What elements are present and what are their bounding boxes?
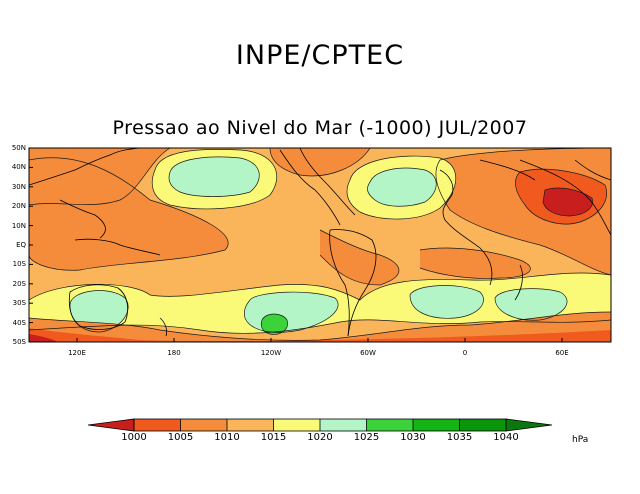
colorbar-tick-label: 1000 xyxy=(121,432,147,443)
lat-label: 50S xyxy=(12,338,26,346)
map-title: Pressao ao Nivel do Mar (-1000) JUL/2007 xyxy=(112,117,528,139)
lon-label: 0 xyxy=(462,349,468,357)
lon-label: 60E xyxy=(555,349,569,357)
colorbar-tick-label: 1015 xyxy=(260,432,287,443)
coastlines xyxy=(29,148,611,337)
contour-lines xyxy=(29,148,611,341)
lon-label: 120W xyxy=(260,349,282,357)
lon-label: 60W xyxy=(360,349,376,357)
colorbar-tick-label: 1035 xyxy=(446,432,473,443)
axis-ticks xyxy=(29,147,563,343)
pressure-field xyxy=(29,148,611,342)
field-low-north-pacific xyxy=(270,148,370,176)
colorbar-swatch-1020-1025 xyxy=(320,419,367,431)
colorbar-swatch-1010-1015 xyxy=(227,419,274,431)
lat-label: 20N xyxy=(11,202,26,210)
lat-label: 40N xyxy=(11,163,26,171)
field-high-indian-ocean xyxy=(495,288,568,321)
colorbar-tick-label: 1010 xyxy=(214,432,240,443)
colorbar-tick-label: 1040 xyxy=(493,432,519,443)
field-high-north-pacific-core xyxy=(169,156,260,197)
page-title: INPE/CPTEC xyxy=(235,40,405,71)
colorbar-swatch-1015-1020 xyxy=(273,419,320,431)
colorbar-swatch-1030-1035 xyxy=(413,419,460,431)
colorbar-left-arrow xyxy=(88,419,134,431)
colorbar-tick-label: 1030 xyxy=(400,432,426,443)
colorbar-right-arrow xyxy=(506,419,552,431)
field-high-south-pacific-core xyxy=(261,314,288,335)
lat-label: 10S xyxy=(12,260,26,268)
lat-label: 50N xyxy=(11,144,26,152)
colorbar-swatch-1000-1005 xyxy=(134,419,181,431)
colorbar xyxy=(87,418,553,432)
lat-label: EQ xyxy=(16,241,26,249)
colorbar-tick-label: 1005 xyxy=(167,432,194,443)
field-high-azores-core xyxy=(367,168,437,207)
field-south-corner xyxy=(29,334,58,342)
field-low-south-america xyxy=(320,230,399,285)
field-south-edge xyxy=(29,312,611,342)
field-low-core xyxy=(543,187,593,216)
colorbar-tick-label: 1020 xyxy=(307,432,333,443)
field-low-central-africa xyxy=(420,248,531,279)
lon-label: 120E xyxy=(68,349,86,357)
colorbar-swatch-1025-1030 xyxy=(366,419,413,431)
lat-label: 30N xyxy=(11,183,26,191)
field-low-asia xyxy=(29,148,170,205)
colorbar-tick-label: 1025 xyxy=(353,432,380,443)
units-label: hPa xyxy=(572,435,589,445)
lat-label: 30S xyxy=(12,299,26,307)
colorbar-swatch-1005-1010 xyxy=(180,419,227,431)
colorbar-swatch-1035-1040 xyxy=(459,419,506,431)
field-high-south-atlantic xyxy=(410,285,484,319)
lat-label: 20S xyxy=(12,280,26,288)
lat-label: 40S xyxy=(12,319,26,327)
lat-label: 10N xyxy=(11,222,26,230)
lon-label: 180 xyxy=(167,349,181,357)
